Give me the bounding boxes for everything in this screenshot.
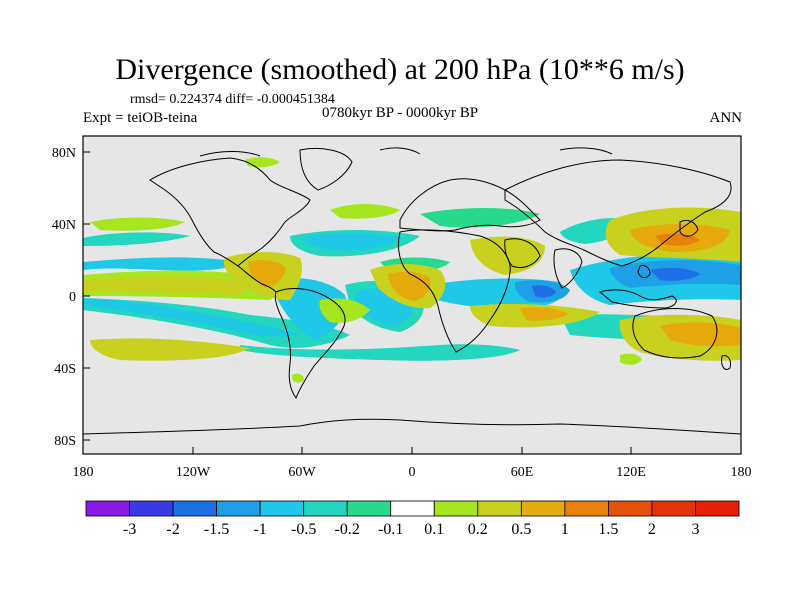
lon-label-60e: 60E bbox=[511, 465, 534, 480]
coast-philippines bbox=[637, 265, 651, 279]
colorbar-label: -0.1 bbox=[378, 521, 403, 538]
period-label: 0780kyr BP - 0000kyr BP bbox=[322, 105, 479, 121]
colorbar-box bbox=[520, 500, 566, 517]
stats-text: rmsd= 0.224374 diff= -0.000451384 bbox=[130, 92, 335, 107]
colorbar-box bbox=[564, 500, 609, 517]
lon-label-120w: 120W bbox=[176, 465, 211, 480]
lon-label-60w: 60W bbox=[288, 465, 316, 480]
pos-band-arabia bbox=[470, 236, 545, 275]
colorbar-box bbox=[303, 500, 348, 517]
neg-core-west-pacific-deep bbox=[650, 267, 700, 281]
neg-band-north-pacific bbox=[83, 232, 190, 246]
colorbar-box bbox=[651, 500, 696, 517]
coast-arabia bbox=[504, 238, 541, 269]
colorbar-box bbox=[172, 500, 218, 517]
neg-band-north-atlantic-core bbox=[300, 233, 400, 251]
neg-band-central-pacific bbox=[83, 257, 240, 271]
coast-india bbox=[553, 248, 583, 289]
coast-arctic-islands bbox=[199, 147, 613, 157]
lat-label-80s: 80S bbox=[54, 434, 76, 449]
colorbar-label: -3 bbox=[123, 521, 136, 538]
colorbar: -3 -2 -1.5 -1 -0.5 -0.2 -0.1 0.1 0.2 0.5 1 1.5 2 3 bbox=[85, 500, 740, 538]
pos-band-south-patagonia bbox=[292, 373, 304, 383]
coast-north-america bbox=[149, 157, 311, 267]
lat-label-80n: 80N bbox=[52, 146, 76, 161]
lon-axis: 180 120W 60W 0 60E 120E 180 bbox=[73, 447, 752, 480]
lat-label-40s: 40S bbox=[54, 362, 76, 377]
colorbar-label: 3 bbox=[691, 521, 699, 538]
neg-band-africa-south bbox=[240, 344, 520, 361]
coast-indonesia bbox=[598, 289, 677, 309]
colorbar-label: -1.5 bbox=[204, 521, 229, 538]
coast-new-zealand bbox=[721, 355, 731, 370]
pos-band-indian-south-core bbox=[520, 307, 568, 321]
colorbar-box bbox=[695, 500, 740, 517]
coast-south-america bbox=[274, 288, 346, 400]
colorbar-box bbox=[608, 500, 653, 517]
lat-label-40n: 40N bbox=[52, 218, 76, 233]
lon-label-180w: 180 bbox=[73, 465, 94, 480]
pos-band-south-pacific-west bbox=[90, 338, 250, 361]
colorbar-label: 2 bbox=[648, 521, 656, 538]
pos-band-north-pacific bbox=[90, 217, 185, 231]
pos-band-sw-pacific-core bbox=[660, 322, 741, 347]
coastlines bbox=[83, 147, 741, 435]
pos-band-tropical-pacific-core bbox=[83, 276, 247, 295]
neg-band-north-africa bbox=[420, 208, 540, 228]
coast-australia bbox=[632, 308, 718, 359]
coast-central-america bbox=[237, 265, 277, 293]
experiment-label: Expt = teiOB-teina bbox=[83, 110, 198, 126]
colorbar-label: 0.5 bbox=[511, 521, 531, 538]
chart-title: Divergence (smoothed) at 200 hPa (10**6 … bbox=[115, 53, 685, 86]
colorbar-label: 1 bbox=[561, 521, 569, 538]
colorbar-label: 1.5 bbox=[598, 521, 618, 538]
colorbar-label: -1 bbox=[253, 521, 266, 538]
coast-africa bbox=[397, 229, 511, 353]
lon-label-0: 0 bbox=[409, 465, 416, 480]
pos-band-atlantic-mid bbox=[319, 298, 370, 323]
colorbar-label: -0.5 bbox=[291, 521, 316, 538]
neg-band-south-pacific-core bbox=[83, 299, 300, 337]
lon-label-180e: 180 bbox=[731, 465, 752, 480]
season-label: ANN bbox=[709, 110, 743, 126]
coast-japan bbox=[679, 219, 699, 237]
colorbar-box bbox=[259, 500, 305, 517]
pos-band-south-indian bbox=[620, 353, 642, 365]
colorbar-label: 0.2 bbox=[468, 521, 488, 538]
colorbar-box bbox=[390, 500, 435, 517]
coast-antarctica bbox=[83, 418, 741, 435]
neg-core-indian-deep bbox=[532, 285, 556, 298]
colorbar-label: -2 bbox=[166, 521, 179, 538]
lat-label-0: 0 bbox=[69, 290, 76, 305]
colorbar-box bbox=[346, 500, 392, 517]
colorbar-box bbox=[129, 500, 174, 517]
colorbar-label: -0.2 bbox=[335, 521, 360, 538]
pos-band-greenland bbox=[245, 157, 280, 168]
pos-band-north-atlantic-strip bbox=[330, 204, 400, 219]
lat-axis: 80N 40N 0 40S 80S bbox=[52, 146, 90, 449]
coast-europe bbox=[399, 178, 541, 232]
divergence-field bbox=[83, 157, 741, 383]
colorbar-box bbox=[477, 500, 522, 517]
coast-asia bbox=[504, 159, 732, 267]
colorbar-box bbox=[216, 500, 261, 517]
colorbar-box bbox=[433, 500, 479, 517]
colorbar-box bbox=[85, 500, 130, 517]
colorbar-label: 0.1 bbox=[424, 521, 444, 538]
coast-greenland bbox=[299, 148, 353, 191]
lon-label-120e: 120E bbox=[616, 465, 646, 480]
